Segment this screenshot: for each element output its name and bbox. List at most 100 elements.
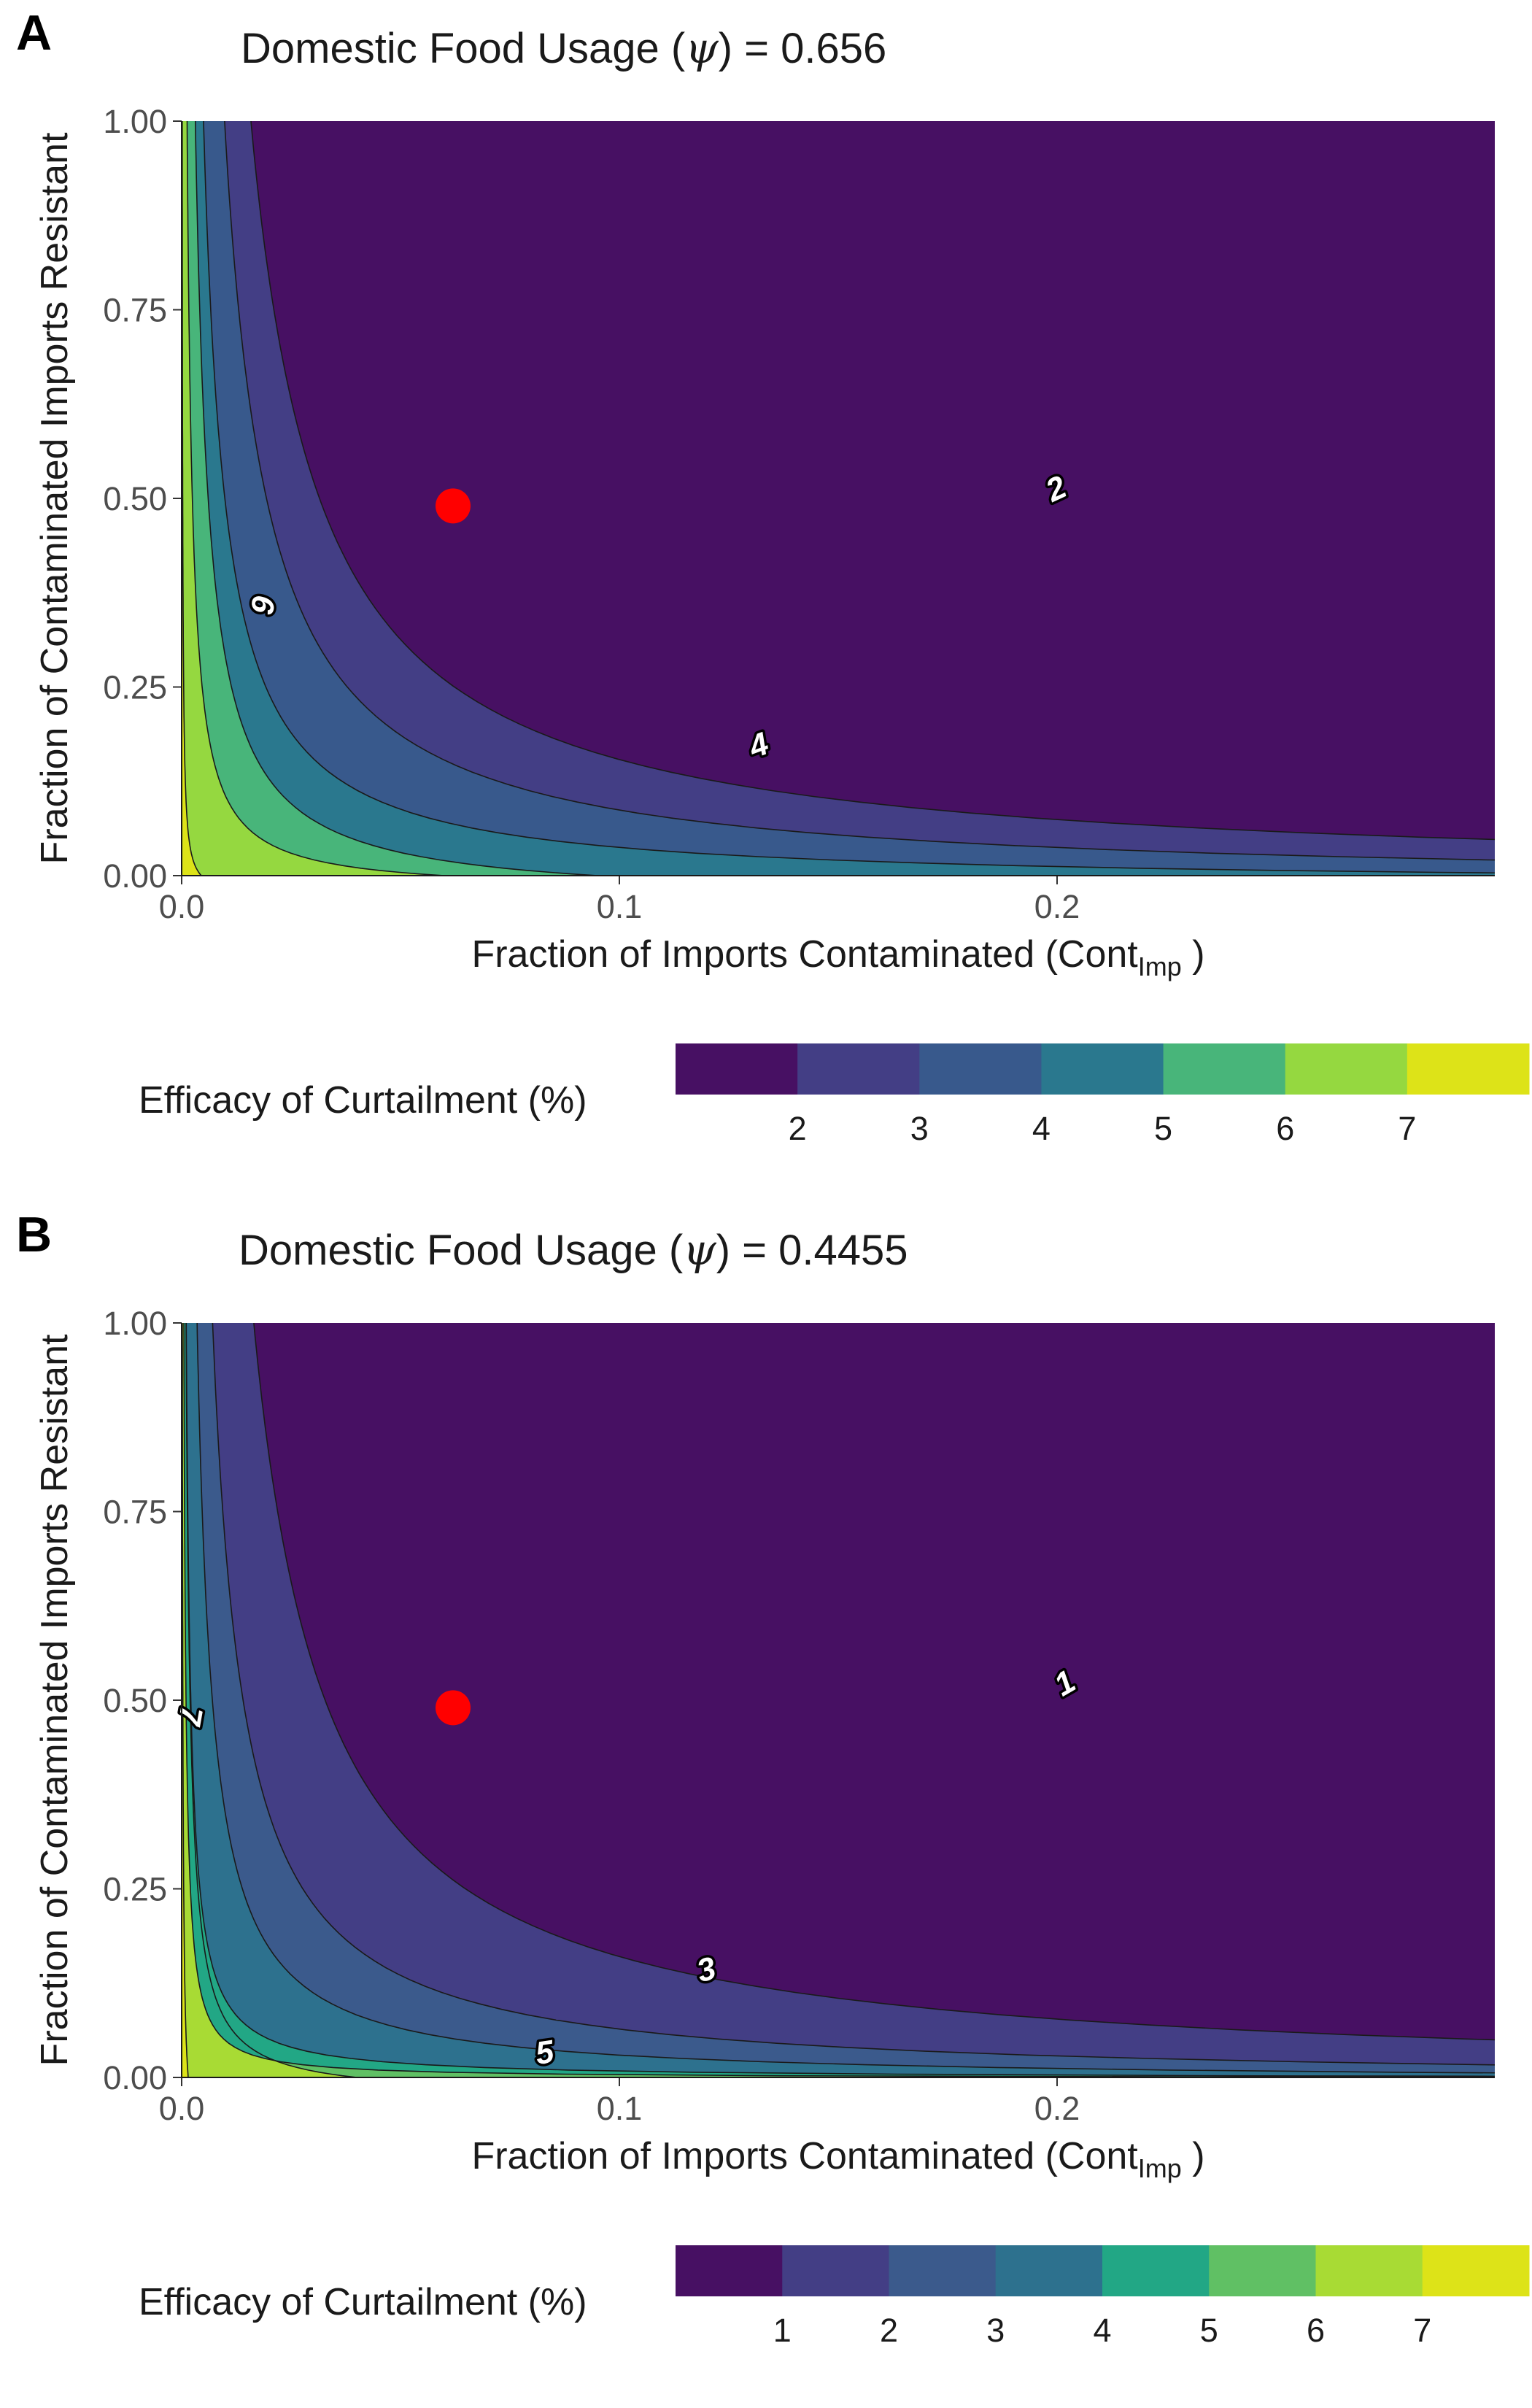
contour-line-6 [186, 121, 445, 876]
contour-line-4 [185, 1323, 1495, 2077]
x-tick-label: 0.1 [597, 888, 643, 925]
y-tick-label: 0.25 [103, 669, 167, 706]
plot-area-a: 246 0.0 0.1 0.2 0.000.250.500.751.00 [103, 103, 1495, 925]
y-tick-label: 1.00 [103, 103, 167, 140]
x-axis-title-end: ) [1182, 2135, 1205, 2177]
contour-line-2 [250, 121, 1495, 841]
x-axis-title-main: Fraction of Imports Contaminated (Cont [471, 933, 1138, 976]
legend-tick-label: 4 [1093, 2312, 1111, 2349]
legend-key [1422, 2245, 1530, 2296]
title-value: = 0.656 [732, 25, 886, 72]
y-tick-label: 0.75 [103, 292, 167, 329]
x-axis-title-sub: Imp [1138, 952, 1182, 981]
panel-letter-b: B [16, 1207, 52, 1262]
title-value: = 0.4455 [730, 1227, 908, 1274]
title-paren-open: ( [669, 1227, 683, 1274]
highlight-point [436, 1690, 471, 1726]
x-axis-title-main: Fraction of Imports Contaminated (Cont [471, 2135, 1138, 2177]
contour-line-7 [182, 1323, 189, 2077]
legend-key [1315, 2245, 1423, 2296]
x-tick-label: 0.1 [597, 2090, 643, 2127]
y-axis-title-b: Fraction of Contaminated Imports Resista… [34, 1334, 76, 2066]
legend-key [1285, 1043, 1408, 1095]
legend-tick-label: 1 [773, 2312, 792, 2349]
legend-key [919, 1043, 1042, 1095]
contour-line-2 [212, 1323, 1495, 2066]
title-paren-open: ( [671, 25, 685, 72]
y-tick-label: 0.00 [103, 857, 167, 895]
contour-line-3 [224, 121, 1495, 861]
title-paren-close: ) [719, 25, 732, 72]
legend-ticks-b: 1 2 3 4 5 6 7 [773, 2312, 1432, 2349]
legend-keys-b [676, 2245, 1530, 2296]
y-tick-label: 0.50 [103, 1682, 167, 1719]
highlight-point-a [436, 488, 471, 524]
contour-bands-a [182, 121, 1495, 876]
legend-key [1102, 2245, 1210, 2296]
legend-a: Efficacy of Curtailment (%) 2 3 4 5 6 7 [139, 1043, 1530, 1147]
highlight-point-b [436, 1690, 471, 1726]
legend-key [1163, 1043, 1286, 1095]
legend-key [1407, 1043, 1530, 1095]
contour-line-4 [203, 121, 1495, 874]
y-axis-b: 0.00 0.25 0.50 0.75 1.00 [103, 1305, 182, 2096]
legend-b: Efficacy of Curtailment (%) 1 2 3 4 5 6 7 [139, 2245, 1530, 2349]
legend-key [676, 1043, 798, 1095]
legend-key [1209, 2245, 1316, 2296]
y-axis-title-a: Fraction of Contaminated Imports Resista… [34, 132, 76, 864]
psi-symbol: ψ [685, 23, 719, 73]
legend-key [889, 2245, 997, 2296]
legend-tick-label: 7 [1398, 1110, 1416, 1147]
legend-keys-a [676, 1043, 1530, 1095]
legend-title-b: Efficacy of Curtailment (%) [139, 2281, 587, 2323]
y-tick-label: 0.25 [103, 1871, 167, 1908]
contour-line-1 [253, 1323, 1495, 2041]
legend-tick-label: 2 [880, 2312, 898, 2349]
y-tick-label: 1.00 [103, 1305, 167, 1342]
legend-key [676, 2245, 783, 2296]
title-prefix: Domestic Food Usage [239, 1227, 669, 1274]
x-tick-label: 0.2 [1034, 888, 1080, 925]
x-tick-label: 0.0 [159, 888, 205, 925]
panel-a-title: Domestic Food Usage (ψ) = 0.656 [241, 23, 886, 73]
contour-line-3 [196, 1323, 1495, 2074]
legend-tick-label: 4 [1032, 1110, 1051, 1147]
x-axis-a: 0.0 0.1 0.2 [159, 876, 1080, 925]
legend-key [995, 2245, 1103, 2296]
contour-line-5 [183, 1323, 1495, 2077]
panel-b-title: Domestic Food Usage (ψ) = 0.4455 [239, 1225, 908, 1275]
y-tick-label: 0.50 [103, 480, 167, 517]
contour-band-1.5 [251, 121, 1495, 840]
title-prefix: Domestic Food Usage [241, 25, 671, 72]
legend-key [797, 1043, 920, 1095]
panel-b: B Domestic Food Usage (ψ) = 0.4455 1357 … [16, 1207, 1530, 2349]
panel-a: A Domestic Food Usage (ψ) = 0.656 2 4 6 0.… [16, 5, 1530, 1147]
highlight-point [436, 488, 471, 524]
x-axis-title-sub: Imp [1138, 2153, 1182, 2183]
y-tick-label: 0.00 [103, 2059, 167, 2096]
contour-band-0.5 [253, 1323, 1495, 2040]
panel-letter-a: A [16, 5, 52, 61]
legend-key [1041, 1043, 1164, 1095]
legend-tick-label: 3 [910, 1110, 929, 1147]
legend-tick-label: 6 [1307, 2312, 1325, 2349]
legend-tick-label: 7 [1413, 2312, 1431, 2349]
legend-ticks-a: 2 3 4 5 6 7 [789, 1110, 1417, 1147]
x-axis-b: 0.0 0.1 0.2 [159, 2077, 1080, 2127]
legend-key [782, 2245, 889, 2296]
legend-title-a: Efficacy of Curtailment (%) [139, 1079, 587, 1122]
contour-bands-b [182, 1323, 1495, 2077]
x-axis-title-b: Fraction of Imports Contaminated (ContIm… [471, 2135, 1204, 2183]
title-paren-close: ) [716, 1227, 730, 1274]
legend-tick-label: 2 [789, 1110, 807, 1147]
legend-tick-label: 5 [1200, 2312, 1218, 2349]
x-axis-title-a: Fraction of Imports Contaminated (ContIm… [471, 933, 1204, 981]
legend-tick-label: 3 [986, 2312, 1005, 2349]
legend-tick-label: 6 [1276, 1110, 1294, 1147]
psi-symbol: ψ [683, 1225, 716, 1275]
x-tick-label: 0.0 [159, 2090, 205, 2127]
x-tick-label: 0.2 [1034, 2090, 1080, 2127]
x-axis-title-end: ) [1182, 933, 1205, 976]
contour-line-5 [195, 121, 598, 876]
